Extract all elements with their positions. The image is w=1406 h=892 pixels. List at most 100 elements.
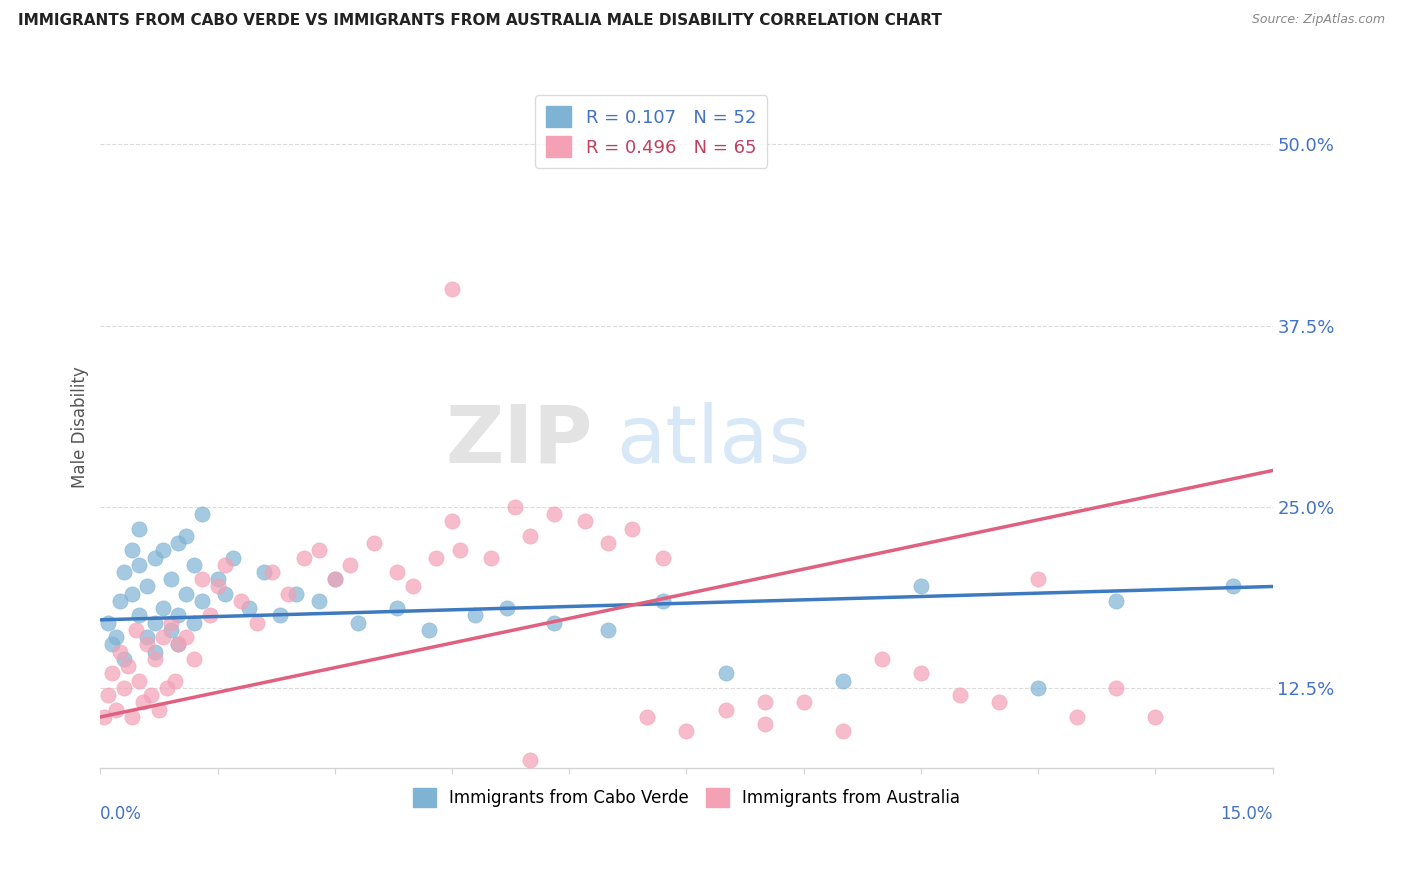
Point [339, 558, 361, 572]
Point [246, 615, 269, 630]
Point [191, 572, 214, 586]
Text: 15.0%: 15.0% [1220, 805, 1272, 823]
Point [598, 536, 620, 550]
Point [112, 652, 135, 666]
Point [93, 710, 115, 724]
Point [574, 514, 596, 528]
Point [543, 615, 565, 630]
Y-axis label: Male Disability: Male Disability [72, 366, 89, 488]
Legend: Immigrants from Cabo Verde, Immigrants from Australia: Immigrants from Cabo Verde, Immigrants f… [406, 781, 967, 814]
Point [1026, 681, 1049, 695]
Point [214, 587, 236, 601]
Point [440, 282, 463, 296]
Point [949, 688, 972, 702]
Point [229, 594, 252, 608]
Point [519, 754, 541, 768]
Point [183, 558, 205, 572]
Point [176, 630, 198, 644]
Point [176, 529, 198, 543]
Point [387, 565, 409, 579]
Point [449, 543, 471, 558]
Point [191, 507, 214, 521]
Point [1105, 681, 1128, 695]
Point [1144, 710, 1167, 724]
Point [183, 615, 205, 630]
Point [121, 710, 143, 724]
Point [347, 615, 370, 630]
Point [418, 623, 440, 637]
Point [207, 580, 229, 594]
Point [910, 580, 932, 594]
Point [159, 572, 181, 586]
Point [425, 550, 447, 565]
Point [253, 565, 276, 579]
Point [754, 717, 776, 731]
Point [308, 543, 330, 558]
Point [988, 696, 1011, 710]
Point [152, 543, 174, 558]
Point [1066, 710, 1088, 724]
Point [163, 673, 186, 688]
Point [464, 608, 486, 623]
Point [207, 572, 229, 586]
Point [101, 666, 124, 681]
Point [238, 601, 260, 615]
Point [277, 587, 299, 601]
Point [308, 594, 330, 608]
Point [156, 681, 179, 695]
Point [167, 536, 190, 550]
Point [167, 608, 190, 623]
Point [108, 645, 131, 659]
Point [136, 580, 159, 594]
Point [284, 587, 307, 601]
Point [183, 652, 205, 666]
Point [714, 703, 737, 717]
Point [97, 688, 120, 702]
Point [323, 572, 346, 586]
Point [543, 507, 565, 521]
Point [117, 659, 139, 673]
Text: Source: ZipAtlas.com: Source: ZipAtlas.com [1251, 13, 1385, 27]
Point [108, 594, 131, 608]
Point [97, 615, 120, 630]
Point [675, 724, 697, 739]
Point [167, 638, 190, 652]
Point [104, 630, 127, 644]
Point [121, 587, 143, 601]
Point [1222, 580, 1244, 594]
Point [143, 550, 166, 565]
Text: 0.0%: 0.0% [100, 805, 142, 823]
Point [104, 703, 127, 717]
Point [714, 666, 737, 681]
Point [910, 666, 932, 681]
Point [269, 608, 291, 623]
Point [128, 608, 150, 623]
Point [128, 673, 150, 688]
Point [152, 630, 174, 644]
Point [222, 550, 245, 565]
Point [1105, 594, 1128, 608]
Point [198, 608, 221, 623]
Point [132, 696, 155, 710]
Point [159, 623, 181, 637]
Point [124, 623, 146, 637]
Point [262, 565, 284, 579]
Point [148, 703, 170, 717]
Point [152, 601, 174, 615]
Point [402, 580, 425, 594]
Point [214, 558, 236, 572]
Point [143, 652, 166, 666]
Point [128, 558, 150, 572]
Point [101, 638, 124, 652]
Point [143, 615, 166, 630]
Point [652, 550, 675, 565]
Point [652, 594, 675, 608]
Point [363, 536, 385, 550]
Point [495, 601, 517, 615]
Point [636, 710, 658, 724]
Point [831, 673, 853, 688]
Point [121, 543, 143, 558]
Point [128, 521, 150, 535]
Point [292, 550, 315, 565]
Point [191, 594, 214, 608]
